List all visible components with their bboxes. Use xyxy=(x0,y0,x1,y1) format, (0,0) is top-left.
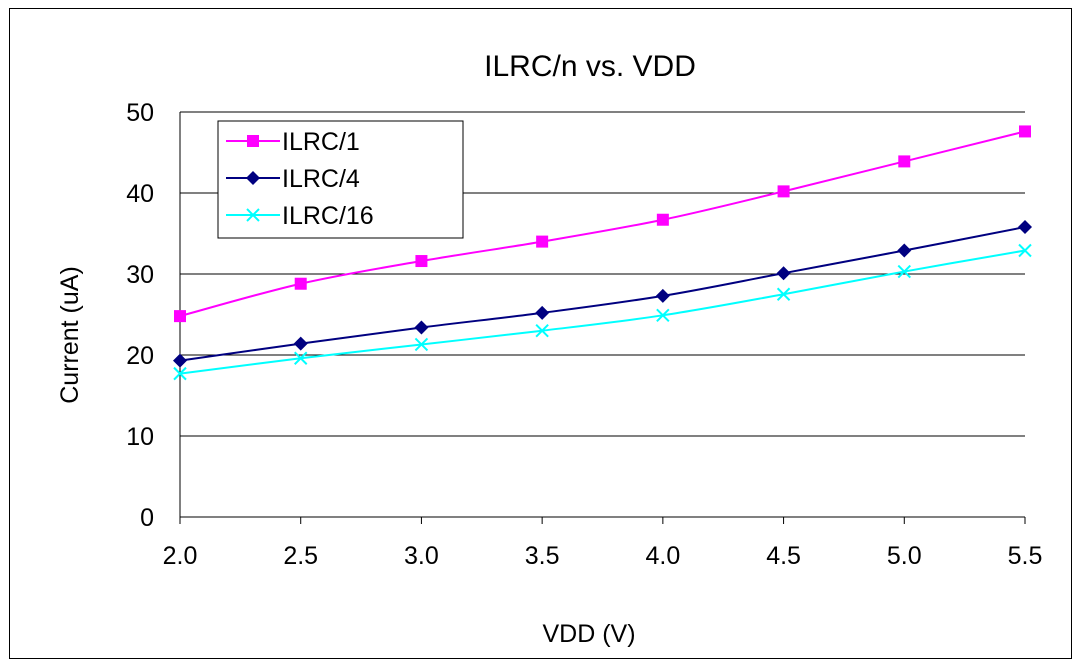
x-tick-label: 5.0 xyxy=(887,542,922,570)
legend-swatch-marker xyxy=(247,135,259,147)
legend-entry-label: ILRC/16 xyxy=(282,202,374,230)
data-point xyxy=(414,337,429,352)
data-point xyxy=(536,235,549,248)
x-tick-label: 2.5 xyxy=(283,542,318,570)
data-point xyxy=(174,310,186,323)
data-point xyxy=(897,243,912,258)
data-point xyxy=(535,305,550,320)
data-point xyxy=(414,320,429,335)
data-point xyxy=(656,213,669,226)
data-point xyxy=(173,353,187,368)
data-point xyxy=(1018,220,1032,235)
data-point xyxy=(1019,125,1031,138)
legend: ILRC/1 ILRC/4 ILRC/16 xyxy=(217,120,464,239)
x-tick-label: 4.0 xyxy=(645,542,680,570)
data-point xyxy=(655,288,670,303)
legend-swatch-marker xyxy=(246,171,260,185)
data-point xyxy=(415,255,428,268)
data-point xyxy=(535,323,549,338)
data-point xyxy=(173,366,187,381)
data-point xyxy=(898,155,911,168)
data-point xyxy=(1018,243,1032,258)
y-axis-label: Current (uA) xyxy=(56,266,84,404)
series-line-1 xyxy=(179,130,1026,318)
x-tick-label: 4.5 xyxy=(766,542,801,570)
y-tick-label: 30 xyxy=(126,261,154,289)
data-point xyxy=(776,266,791,281)
y-tick-label: 10 xyxy=(126,423,154,451)
y-tick-label: 50 xyxy=(126,99,154,127)
x-tick-label: 5.5 xyxy=(1008,542,1043,570)
y-tick-label: 0 xyxy=(140,504,154,532)
x-axis-label: VDD (V) xyxy=(542,620,635,648)
legend-entry-label: ILRC/1 xyxy=(282,128,360,156)
data-point xyxy=(776,287,791,301)
y-tick-label: 20 xyxy=(126,342,154,370)
chart-title: ILRC/n vs. VDD xyxy=(484,50,696,83)
x-tick-label: 3.5 xyxy=(525,542,560,570)
data-point xyxy=(294,277,307,290)
x-tick-label: 2.0 xyxy=(163,542,198,570)
data-point xyxy=(294,351,308,365)
series-line-2 xyxy=(179,226,1026,362)
x-tick-label: 3.0 xyxy=(404,542,439,570)
data-point xyxy=(897,264,911,279)
data-point xyxy=(656,308,670,323)
legend-swatch-marker xyxy=(246,208,260,222)
y-tick-label: 40 xyxy=(126,180,154,208)
data-point xyxy=(777,185,790,198)
series-line-3 xyxy=(179,249,1026,375)
legend-entry-label: ILRC/4 xyxy=(282,165,360,193)
data-point xyxy=(293,336,308,351)
